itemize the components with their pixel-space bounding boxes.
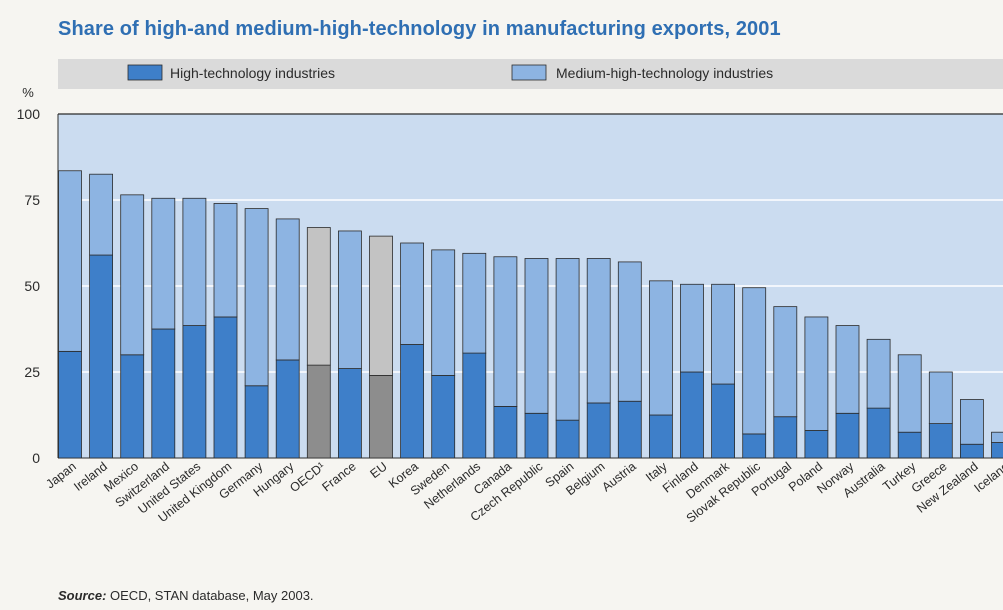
bar-high-tech bbox=[742, 433, 767, 459]
y-tick-label: 50 bbox=[24, 278, 40, 294]
bar-medium-high-tech bbox=[462, 252, 487, 354]
bar-medium-high-tech bbox=[369, 235, 393, 376]
x-tick-label: France bbox=[319, 459, 358, 494]
source-label: Source: bbox=[58, 588, 107, 603]
bar-high-tech bbox=[369, 375, 393, 459]
x-tick-label: EU bbox=[368, 459, 390, 481]
bar-high-tech bbox=[649, 414, 673, 459]
bar-high-tech bbox=[711, 383, 735, 459]
bar-high-tech bbox=[337, 368, 362, 459]
bar-medium-high-tech bbox=[493, 256, 518, 407]
y-axis-label: % bbox=[22, 85, 34, 100]
bar-medium-high-tech bbox=[524, 258, 549, 414]
bar-medium-high-tech bbox=[835, 325, 860, 414]
bar-medium-high-tech bbox=[213, 203, 238, 318]
bar-medium-high-tech bbox=[866, 338, 891, 409]
y-tick-label: 0 bbox=[32, 450, 40, 466]
bar-high-tech bbox=[462, 352, 487, 459]
bar-high-tech bbox=[244, 385, 269, 459]
bar-medium-high-tech bbox=[337, 230, 362, 369]
y-tick-labels: 0 25 50 75 100 bbox=[17, 106, 41, 466]
bar-medium-high-tech bbox=[120, 194, 145, 356]
bar-medium-high-tech bbox=[711, 283, 735, 385]
bar-high-tech bbox=[617, 400, 642, 459]
bar-high-tech bbox=[586, 402, 611, 459]
legend-swatch-high bbox=[127, 64, 163, 81]
bar-medium-high-tech bbox=[400, 242, 425, 345]
bar-high-tech bbox=[120, 354, 145, 459]
bar-medium-high-tech bbox=[244, 208, 269, 387]
bar-medium-high-tech bbox=[773, 306, 798, 418]
bar-high-tech bbox=[58, 350, 82, 459]
bar-high-tech bbox=[835, 412, 860, 459]
bar-medium-high-tech bbox=[680, 283, 704, 373]
bar-high-tech bbox=[866, 407, 891, 459]
bar-medium-high-tech bbox=[431, 249, 456, 376]
bar-medium-high-tech bbox=[151, 197, 176, 330]
bar-medium-high-tech bbox=[306, 227, 331, 366]
bar-medium-high-tech bbox=[742, 287, 767, 435]
bar-medium-high-tech bbox=[928, 371, 953, 424]
chart: High-technology industries Medium-high-t… bbox=[17, 59, 1003, 526]
bar-high-tech bbox=[182, 325, 207, 459]
bar-high-tech bbox=[400, 344, 425, 459]
bar-medium-high-tech bbox=[275, 218, 300, 361]
legend-label-high: High-technology industries bbox=[170, 65, 335, 81]
legend: High-technology industries Medium-high-t… bbox=[127, 64, 773, 81]
bar-high-tech bbox=[555, 419, 580, 459]
bar-high-tech bbox=[213, 316, 238, 459]
bar-medium-high-tech bbox=[960, 399, 984, 445]
bar-high-tech bbox=[493, 405, 518, 459]
legend-swatch-medium bbox=[511, 64, 547, 81]
bar-high-tech bbox=[275, 359, 300, 459]
bar-high-tech bbox=[306, 364, 331, 459]
bar-medium-high-tech bbox=[555, 258, 580, 421]
bar-high-tech bbox=[89, 254, 113, 459]
bar-high-tech bbox=[680, 371, 704, 459]
x-tick-label: Austria bbox=[599, 459, 638, 494]
bar-medium-high-tech bbox=[649, 280, 673, 416]
y-tick-label: 100 bbox=[17, 106, 41, 122]
legend-label-medium: Medium-high-technology industries bbox=[556, 65, 773, 81]
bar-high-tech bbox=[960, 443, 984, 459]
chart-title: Share of high-and medium-high-technology… bbox=[58, 18, 781, 40]
bars bbox=[58, 170, 1003, 459]
bar-medium-high-tech bbox=[89, 173, 113, 256]
bar-medium-high-tech bbox=[897, 354, 922, 433]
source-text: OECD, STAN database, May 2003. bbox=[106, 588, 314, 603]
bar-medium-high-tech bbox=[586, 258, 611, 404]
bar-medium-high-tech bbox=[58, 170, 82, 352]
bar-high-tech bbox=[928, 423, 953, 459]
bar-medium-high-tech bbox=[804, 316, 829, 431]
bar-high-tech bbox=[991, 442, 1003, 459]
bar-medium-high-tech bbox=[991, 431, 1003, 443]
bar-high-tech bbox=[897, 431, 922, 459]
y-tick-label: 25 bbox=[24, 364, 40, 380]
y-tick-label: 75 bbox=[24, 192, 40, 208]
bar-medium-high-tech bbox=[182, 197, 207, 326]
bar-high-tech bbox=[151, 328, 176, 459]
source-note: Source: OECD, STAN database, May 2003. bbox=[58, 588, 314, 603]
bar-high-tech bbox=[431, 375, 456, 459]
bar-medium-high-tech bbox=[617, 261, 642, 402]
bar-high-tech bbox=[773, 416, 798, 459]
bar-high-tech bbox=[804, 430, 829, 459]
bar-high-tech bbox=[524, 412, 549, 459]
x-tick-label: OECD¹ bbox=[287, 459, 327, 495]
